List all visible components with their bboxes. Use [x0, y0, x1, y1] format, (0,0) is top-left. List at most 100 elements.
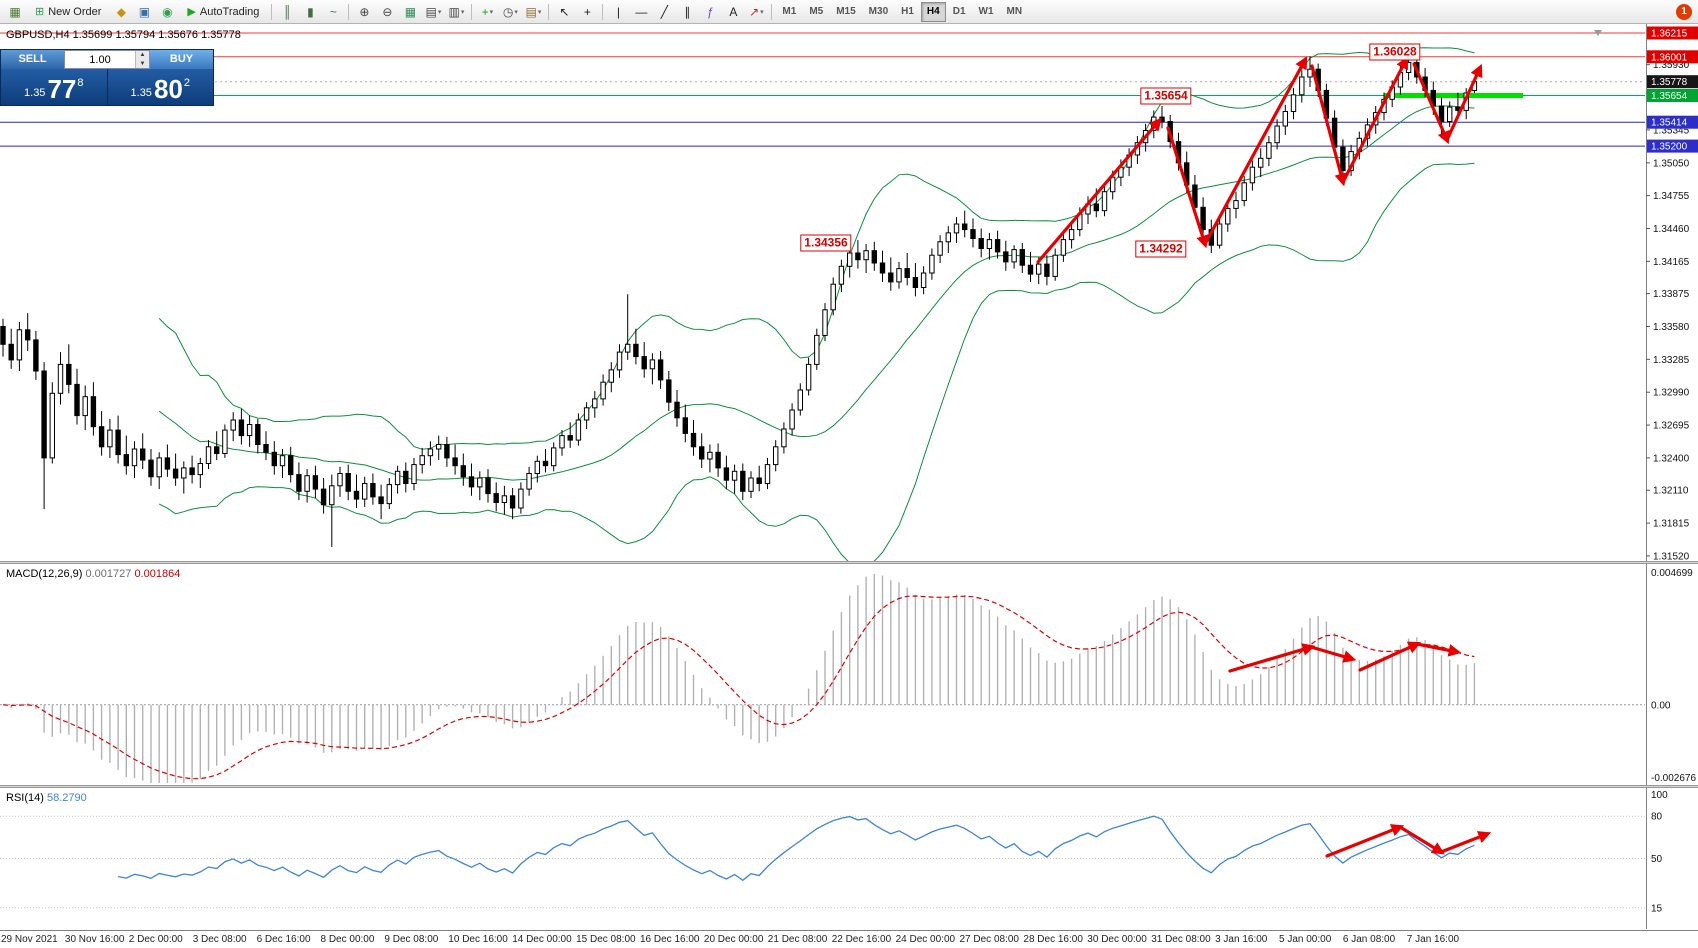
timeframe-m30[interactable]: M30: [868, 5, 889, 17]
profiles-icon[interactable]: ▥ ▾: [448, 4, 465, 19]
candles: [0, 53, 1478, 547]
chart-shift-marker[interactable]: [1594, 30, 1602, 36]
macd-histogram: [10, 574, 1476, 783]
time-axis-label: 6 Jan 08:00: [1342, 934, 1396, 945]
price-annotation[interactable]: 1.34356: [800, 234, 852, 252]
macd-axis: 0.004699 0.00 -0.002676: [1651, 568, 1696, 784]
trend-arrows[interactable]: [1036, 56, 1483, 264]
macd-signal-line: [2, 595, 1475, 780]
toolbar-separator: [602, 3, 604, 20]
volume-input[interactable]: [65, 51, 135, 68]
panel-separator[interactable]: [0, 785, 1698, 788]
quote-divider: [106, 69, 108, 105]
macd-main-value: 0.001727: [85, 568, 132, 580]
volume-field: ▲ ▼: [64, 50, 150, 69]
time-axis-label: 3 Jan 16:00: [1215, 934, 1268, 945]
price-annotation[interactable]: 1.36028: [1369, 43, 1421, 61]
trendline-icon[interactable]: ╱: [660, 4, 669, 19]
main-toolbar: ▦ ⊞ New Order ◆ ▣ ◉ ▶ AutoTrading ║ ▮ ~ ⊕ ⊖ ▦ ▤ ▾ ▥ ▾ + ▾ ◷ ▾…: [0, 0, 1698, 24]
svg-text:1.31520: 1.31520: [1653, 551, 1690, 561]
rsi-name: RSI(14): [6, 792, 44, 804]
buy-price-small: 1.35: [130, 87, 152, 99]
text-label-icon[interactable]: A: [729, 4, 738, 19]
toolbar-separator: [348, 3, 350, 20]
period-icon[interactable]: ◷ ▾: [502, 4, 518, 19]
panel-separator[interactable]: [0, 561, 1698, 564]
svg-text:1.33875: 1.33875: [1653, 289, 1690, 300]
time-axis[interactable]: 29 Nov 2021 30 Nov 16:00 2 Dec 00:00 3 Dec …: [0, 930, 1698, 948]
svg-text:1.35414: 1.35414: [1651, 118, 1688, 129]
svg-text:1.32400: 1.32400: [1653, 453, 1690, 464]
svg-text:0.00: 0.00: [1651, 700, 1671, 711]
time-axis-label: 31 Dec 08:00: [1151, 934, 1211, 945]
rsi-line: [117, 815, 1475, 882]
template-icon[interactable]: ▤ ▾: [525, 4, 542, 19]
toolbar-separator: [271, 3, 273, 20]
line-chart-icon[interactable]: ~: [329, 4, 337, 19]
tile-windows-icon[interactable]: ▦: [404, 4, 417, 19]
volume-up-button[interactable]: ▲: [139, 52, 146, 58]
buy-price[interactable]: 1.35 80 2: [108, 69, 214, 105]
time-axis-label: 30 Nov 16:00: [64, 934, 125, 945]
candlestick-chart-icon[interactable]: ▮: [307, 4, 314, 19]
horizontal-line-icon[interactable]: —: [635, 4, 648, 19]
notifications-badge[interactable]: 1: [1676, 3, 1692, 20]
svg-text:1.34460: 1.34460: [1653, 224, 1690, 235]
shapes-icon[interactable]: ↗ ▾: [749, 4, 764, 19]
svg-text:80: 80: [1651, 812, 1663, 823]
time-axis-label: 8 Dec 00:00: [320, 934, 375, 945]
rsi-panel-canvas[interactable]: 100 80 50 15: [0, 788, 1698, 929]
buy-button[interactable]: BUY: [150, 50, 213, 69]
market-icon[interactable]: ▣: [138, 4, 151, 19]
macd-panel-canvas[interactable]: 0.004699 0.00 -0.002676: [0, 564, 1698, 785]
timeframe-h4[interactable]: H4: [920, 1, 946, 22]
timeframe-m1[interactable]: M1: [782, 5, 797, 17]
add-indicator-icon[interactable]: + ▾: [481, 4, 494, 19]
svg-text:1.31815: 1.31815: [1653, 519, 1690, 530]
cursor-icon[interactable]: ↖: [559, 4, 570, 19]
timeframe-d1[interactable]: D1: [952, 5, 966, 17]
charts-icon[interactable]: ▦: [9, 4, 21, 19]
timeframe-mn[interactable]: MN: [1006, 5, 1023, 17]
new-order-button[interactable]: ⊞ New Order: [35, 5, 102, 19]
new-chart-icon[interactable]: ▤ ▾: [425, 4, 442, 19]
crosshair-icon[interactable]: +: [583, 4, 591, 19]
svg-text:1.34165: 1.34165: [1653, 257, 1690, 268]
timeframe-m5[interactable]: M5: [809, 5, 824, 17]
zoom-in-icon[interactable]: ⊕: [359, 4, 370, 19]
strategy-tester-icon[interactable]: ◉: [162, 4, 173, 19]
timeframe-w1[interactable]: W1: [978, 5, 994, 17]
price-annotation[interactable]: 1.35654: [1140, 87, 1192, 105]
autotrading-button[interactable]: ▶ AutoTrading: [187, 5, 260, 19]
channel-icon[interactable]: ∥: [684, 4, 691, 19]
rsi-value: 58.2790: [46, 792, 87, 804]
svg-text:-0.002676: -0.002676: [1651, 773, 1696, 784]
sell-price-small: 1.35: [24, 87, 46, 99]
svg-text:0.004699: 0.004699: [1651, 568, 1693, 579]
svg-text:1.32695: 1.32695: [1653, 421, 1690, 432]
rsi-arrows[interactable]: [1325, 824, 1492, 858]
fibonacci-icon[interactable]: ƒ: [707, 4, 714, 19]
volume-spinner: ▲ ▼: [135, 51, 149, 68]
zoom-out-icon[interactable]: ⊖: [382, 4, 393, 19]
price-axis[interactable]: 1.35930 1.35345 1.35050 1.34755 1.34460 1.341…: [1646, 26, 1698, 562]
time-axis-label: 6 Dec 16:00: [256, 934, 311, 945]
metaeditor-icon[interactable]: ◆: [116, 4, 127, 19]
price-annotation[interactable]: 1.34292: [1135, 240, 1187, 258]
svg-text:1.32110: 1.32110: [1653, 486, 1689, 497]
main-chart-canvas[interactable]: 1.35930 1.35345 1.35050 1.34755 1.34460 1.341…: [0, 24, 1698, 561]
time-axis-label: 22 Dec 16:00: [831, 934, 892, 945]
vertical-line-icon[interactable]: |: [616, 4, 620, 19]
bar-chart-icon[interactable]: ║: [283, 4, 292, 19]
toolbar-separator: [471, 3, 473, 20]
svg-text:50: 50: [1651, 854, 1663, 865]
sell-price[interactable]: 1.35 77 8: [1, 69, 107, 105]
timeframe-h1[interactable]: H1: [901, 5, 914, 17]
sell-button[interactable]: SELL: [1, 50, 64, 69]
symbol-ohlc-readout: GBPUSD,H4 1.35699 1.35794 1.35676 1.3577…: [6, 29, 241, 41]
buy-price-sup: 2: [183, 77, 190, 89]
timeframe-m15[interactable]: M15: [836, 5, 856, 17]
one-click-trading-panel: SELL ▲ ▼ BUY 1.35 77 8 1.35 80 2: [0, 49, 214, 106]
macd-arrows[interactable]: [1228, 641, 1462, 673]
volume-down-button[interactable]: ▼: [139, 60, 146, 67]
